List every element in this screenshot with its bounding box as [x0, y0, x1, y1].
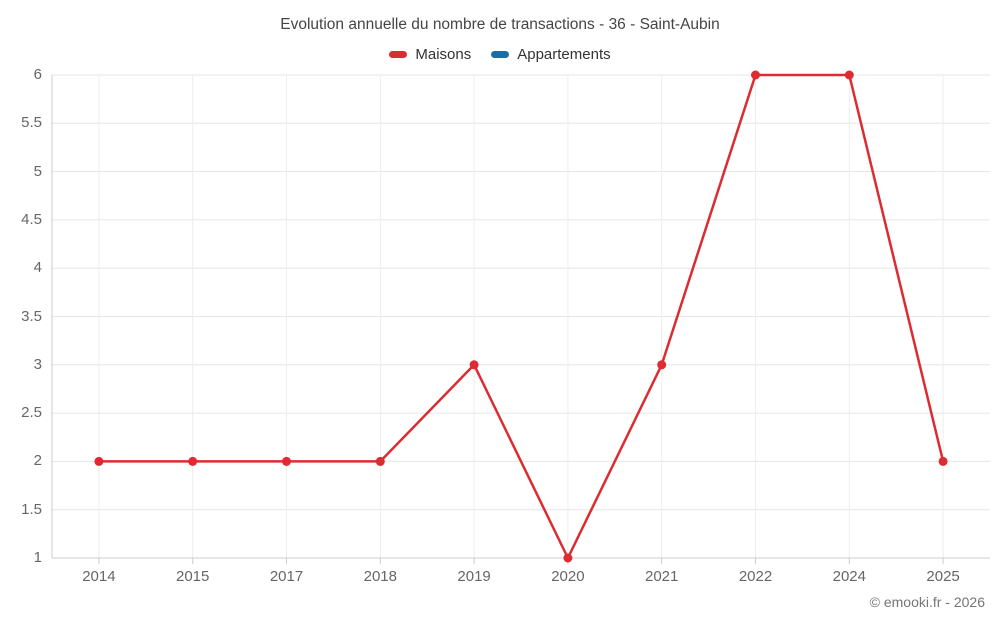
- y-tick-label: 3.5: [21, 307, 42, 325]
- x-tick-label: 2020: [551, 568, 585, 585]
- data-point-maisons[interactable]: [563, 553, 573, 563]
- x-tick-label: 2017: [269, 568, 304, 585]
- legend-label-maisons: Maisons: [415, 46, 472, 63]
- series-line-maisons: [97, 73, 945, 560]
- y-tick-label: 2.5: [21, 404, 42, 422]
- x-tick-label: 2021: [645, 568, 679, 585]
- y-tick-label: 6: [33, 66, 42, 83]
- data-point-maisons[interactable]: [188, 456, 198, 466]
- legend: Maisons Appartements: [0, 46, 1000, 63]
- y-tick-label: 5.5: [21, 114, 42, 132]
- maisons-series-swatch: [389, 51, 408, 58]
- credits-link[interactable]: © emooki.fr - 2026: [869, 594, 985, 610]
- data-point-maisons[interactable]: [844, 70, 854, 80]
- data-point-maisons[interactable]: [657, 360, 667, 370]
- appartements-series-swatch: [491, 51, 510, 58]
- x-tick-label: 2018: [363, 568, 397, 585]
- data-point-maisons[interactable]: [751, 70, 760, 80]
- data-point-maisons[interactable]: [282, 456, 291, 466]
- legend-item-maisons[interactable]: Maisons: [389, 46, 471, 63]
- data-point-maisons[interactable]: [938, 456, 948, 466]
- chart-title: Evolution annuelle du nombre de transact…: [280, 16, 720, 33]
- y-tick-label: 5: [33, 162, 42, 180]
- x-tick-label: 2025: [926, 568, 960, 585]
- legend-label-appartements: Appartements: [517, 46, 611, 63]
- data-point-maisons[interactable]: [375, 456, 385, 466]
- y-tick-label: 3: [33, 355, 42, 373]
- data-point-maisons[interactable]: [94, 456, 104, 466]
- x-tick-label: 2024: [832, 568, 866, 585]
- x-tick-label: 2022: [738, 568, 773, 585]
- y-tick-label: 2: [33, 452, 42, 470]
- y-tick-label: 1.5: [21, 500, 42, 518]
- y-tick-label: 4: [33, 259, 42, 277]
- data-point-maisons[interactable]: [469, 360, 479, 370]
- x-tick-label: 2019: [457, 568, 491, 585]
- y-tick-label: 1: [33, 549, 42, 566]
- x-tick-label: 2014: [82, 568, 116, 585]
- legend-item-appartements[interactable]: Appartements: [491, 46, 611, 63]
- y-tick-label: 4.5: [21, 210, 42, 228]
- x-tick-label: 2015: [176, 568, 210, 585]
